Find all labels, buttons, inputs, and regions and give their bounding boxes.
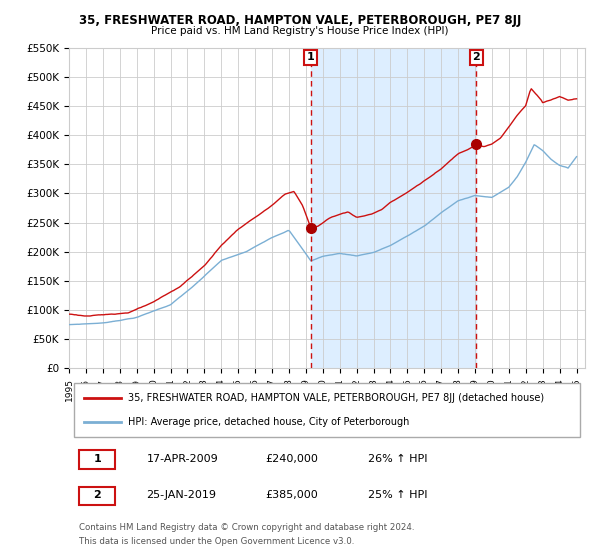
FancyBboxPatch shape [79,487,115,505]
Text: 17-APR-2009: 17-APR-2009 [146,454,218,464]
FancyBboxPatch shape [74,383,580,437]
Text: 25% ↑ HPI: 25% ↑ HPI [368,489,428,500]
Text: Price paid vs. HM Land Registry's House Price Index (HPI): Price paid vs. HM Land Registry's House … [151,26,449,36]
Text: This data is licensed under the Open Government Licence v3.0.: This data is licensed under the Open Gov… [79,537,355,546]
Text: £385,000: £385,000 [265,489,318,500]
Text: 25-JAN-2019: 25-JAN-2019 [146,489,217,500]
Text: £240,000: £240,000 [265,454,318,464]
Text: 35, FRESHWATER ROAD, HAMPTON VALE, PETERBOROUGH, PE7 8JJ (detached house): 35, FRESHWATER ROAD, HAMPTON VALE, PETER… [128,393,544,403]
Text: 35, FRESHWATER ROAD, HAMPTON VALE, PETERBOROUGH, PE7 8JJ: 35, FRESHWATER ROAD, HAMPTON VALE, PETER… [79,14,521,27]
Text: 1: 1 [94,454,101,464]
Text: Contains HM Land Registry data © Crown copyright and database right 2024.: Contains HM Land Registry data © Crown c… [79,522,415,531]
Bar [311,48,476,368]
FancyBboxPatch shape [79,450,115,469]
Text: HPI: Average price, detached house, City of Peterborough: HPI: Average price, detached house, City… [128,417,410,427]
Text: 2: 2 [472,53,480,62]
Text: 2: 2 [94,489,101,500]
Text: 1: 1 [307,53,314,62]
Text: 26% ↑ HPI: 26% ↑ HPI [368,454,428,464]
